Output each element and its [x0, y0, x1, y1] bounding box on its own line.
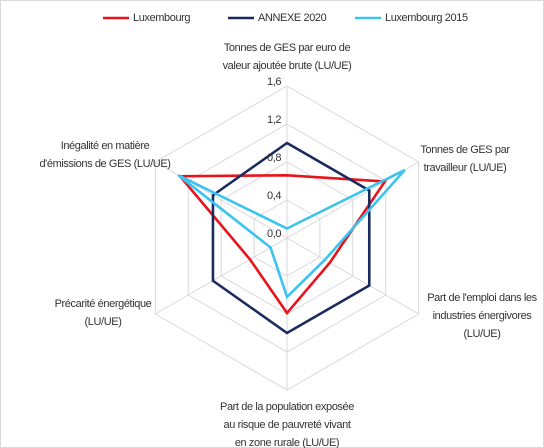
axis-label: Tonnes de GES par	[420, 144, 510, 156]
tick-label: 0,0	[267, 228, 281, 240]
spoke	[155, 237, 288, 315]
axis-label: travailleur (LU/UE)	[424, 162, 507, 174]
axis-label: Inégalité en matière	[61, 140, 150, 152]
axis-label: (LU/UE)	[85, 316, 122, 328]
axis-label: en zone rurale (LU/UE)	[235, 437, 339, 448]
tick-label: 0,4	[267, 190, 281, 202]
legend-label: Luxembourg 2015	[385, 12, 468, 24]
spoke	[286, 237, 419, 315]
axis-label: Part de l'emploi dans les	[427, 292, 537, 304]
axis-label: Part de la population exposée	[220, 401, 354, 413]
axis-label: (LU/UE)	[464, 328, 501, 340]
legend-label: Luxembourg	[133, 12, 190, 24]
legend-label: ANNEXE 2020	[258, 12, 327, 24]
tick-label: 1,6	[267, 76, 281, 88]
series-line	[177, 168, 406, 300]
tick-label: 1,2	[267, 114, 281, 126]
series-line	[211, 141, 371, 335]
tick-label: 0,8	[267, 152, 281, 164]
axis-label: industries énergivores	[433, 310, 533, 322]
spoke	[155, 161, 288, 239]
axis-label: Tonnes de GES par euro de	[224, 42, 351, 54]
axis-label: au risque de pauvreté vivant	[224, 419, 351, 431]
axis-label: valeur ajoutée brute (LU/UE)	[223, 60, 352, 72]
axis-label: d'émissions de GES (LU/UE)	[39, 158, 170, 170]
axis-label: Précarité énergétique	[55, 298, 152, 310]
